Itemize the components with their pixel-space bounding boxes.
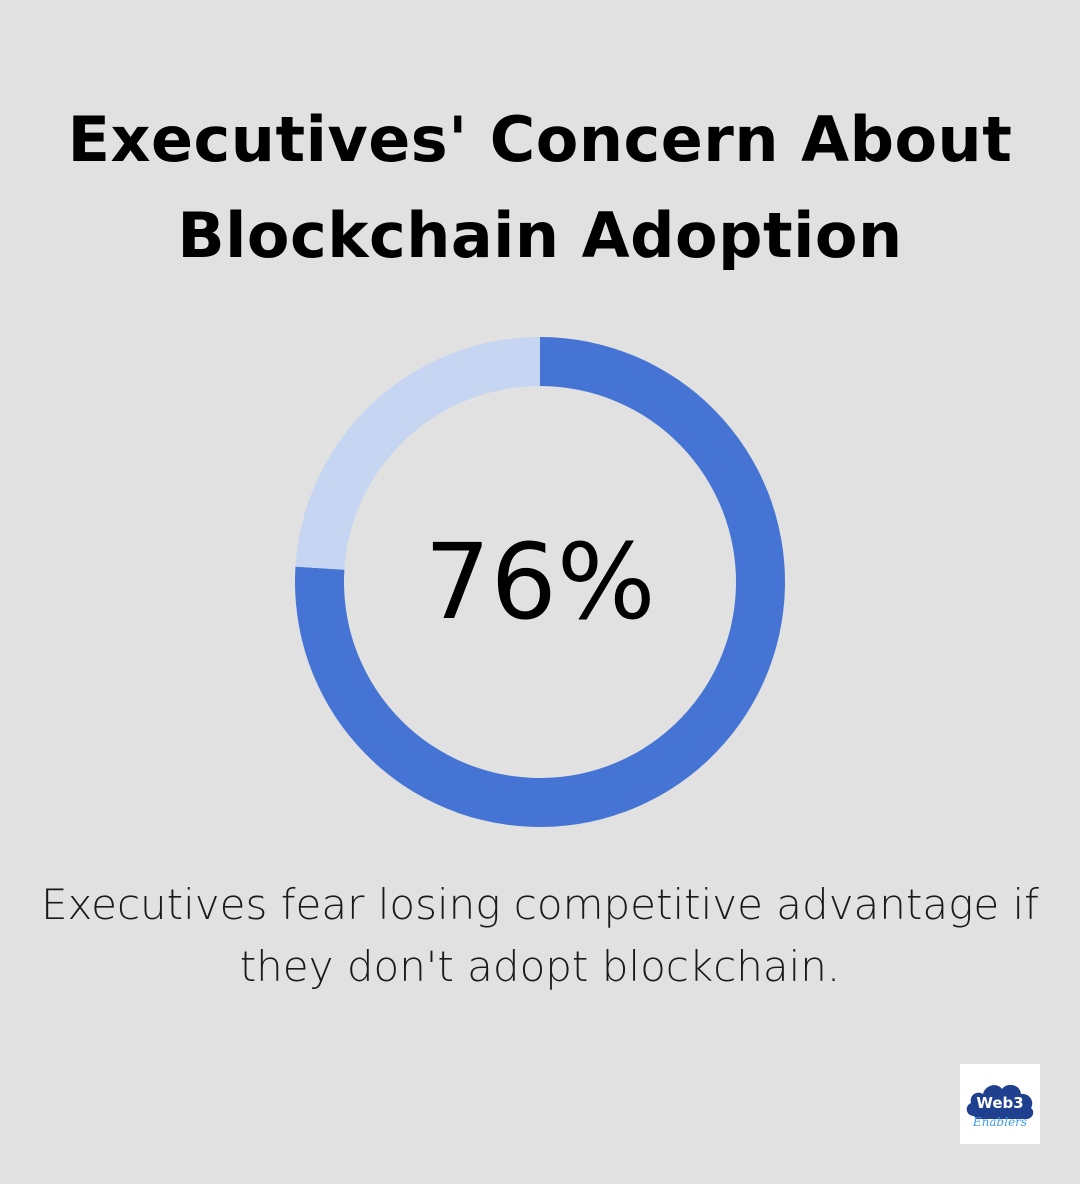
cloud-logo-icon: Web3 Enablers — [966, 1084, 1034, 1129]
logo-text-sub: Enablers — [972, 1115, 1027, 1129]
logo-text-main: Web3 — [976, 1094, 1023, 1112]
donut-chart: 76% — [295, 337, 785, 827]
caption: Executives fear losing competitive advan… — [20, 874, 1060, 998]
caption-line-2: they don't adopt blockchain. — [239, 942, 841, 991]
donut-slices — [295, 337, 785, 827]
center-value-label: 76% — [424, 521, 655, 643]
donut-slice-2 — [295, 337, 540, 570]
page-title: Executives' Concern About Blockchain Ado… — [40, 92, 1040, 284]
title-line-1: Executives' Concern About — [67, 103, 1013, 176]
caption-line-1: Executives fear losing competitive advan… — [41, 880, 1039, 929]
web3-enablers-logo: Web3 Enablers — [960, 1064, 1040, 1144]
title-line-2: Blockchain Adoption — [177, 199, 903, 272]
